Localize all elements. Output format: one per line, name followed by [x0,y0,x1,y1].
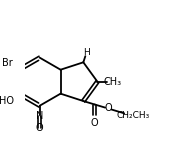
Text: HO: HO [0,96,14,106]
Text: Br: Br [2,58,12,68]
Text: H: H [83,48,90,57]
Text: O: O [91,118,99,128]
Text: CH₂CH₃: CH₂CH₃ [116,111,150,120]
Text: O: O [36,123,44,133]
Text: CH₃: CH₃ [104,77,122,87]
Text: O: O [104,104,112,114]
Text: N: N [36,111,43,121]
